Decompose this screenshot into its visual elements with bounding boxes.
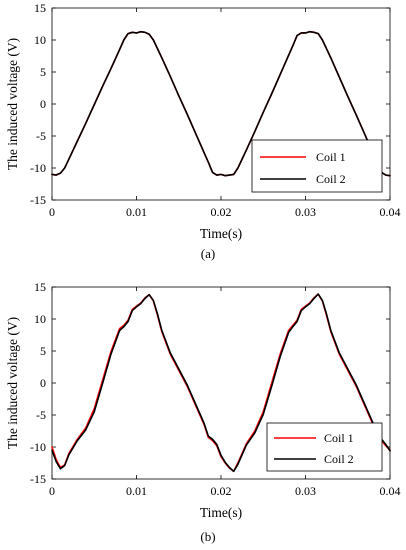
caption-a: (a) (201, 246, 215, 261)
series-line-coil-2-a (51, 30, 391, 177)
x-tick-label-a: 0.04 (380, 205, 401, 219)
y-tick-label-a: 15 (34, 1, 46, 15)
axis-ticks-b: 0 0.01 0.02 0.03 0.04 -15 -10 -5 0 5 10 15 (30, 280, 401, 498)
series-group-b (51, 293, 391, 473)
y-tick-label-a: -10 (30, 161, 46, 175)
y-tick-label-b: -15 (30, 472, 46, 486)
legend-label-coil1-b: Coil 1 (324, 431, 354, 445)
y-tick-label-b: 10 (34, 312, 46, 326)
y-tick-label-a: 0 (40, 97, 46, 111)
x-tick-label-b: 0.01 (126, 484, 147, 498)
axis-ticks-a: 0 0.01 0.02 0.03 0.04 -15 -10 -5 0 5 10 15 (30, 1, 401, 219)
x-tick-label-b: 0.04 (380, 484, 401, 498)
y-axis-label-b: The induced voltage (V) (5, 317, 20, 449)
x-tick-label-a: 0.03 (295, 205, 316, 219)
x-axis-label-b: Time(s) (200, 505, 242, 520)
x-tick-label-b: 0 (49, 484, 55, 498)
x-tick-label-a: 0.02 (211, 205, 232, 219)
series-group-a (51, 30, 391, 177)
legend-a: Coil 1 Coil 2 (251, 139, 383, 193)
y-tick-label-b: -5 (36, 408, 46, 422)
y-axis-label-a: The induced voltage (V) (5, 38, 20, 170)
legend-label-coil2-b: Coil 2 (324, 452, 354, 466)
legend-box-b (266, 422, 383, 472)
y-tick-label-a: 10 (34, 33, 46, 47)
x-tick-label-a: 0 (49, 205, 55, 219)
x-tick-label-b: 0.02 (211, 484, 232, 498)
series-line-coil-2-b (51, 293, 391, 473)
y-tick-label-a: 5 (40, 65, 46, 79)
legend-label-coil1-a: Coil 1 (316, 150, 346, 164)
caption-b: (b) (200, 529, 215, 544)
legend-label-coil2-a: Coil 2 (316, 172, 346, 186)
x-tick-label-a: 0.01 (126, 205, 147, 219)
y-tick-label-a: -5 (36, 129, 46, 143)
x-tick-label-b: 0.03 (295, 484, 316, 498)
legend-b: Coil 1 Coil 2 (266, 422, 383, 472)
y-tick-label-b: -10 (30, 440, 46, 454)
y-tick-label-b: 15 (34, 280, 46, 294)
legend-box-a (251, 139, 383, 193)
y-tick-label-a: -15 (30, 193, 46, 207)
x-axis-label-a: Time(s) (200, 226, 242, 241)
y-tick-label-b: 0 (40, 376, 46, 390)
y-tick-label-b: 5 (40, 344, 46, 358)
